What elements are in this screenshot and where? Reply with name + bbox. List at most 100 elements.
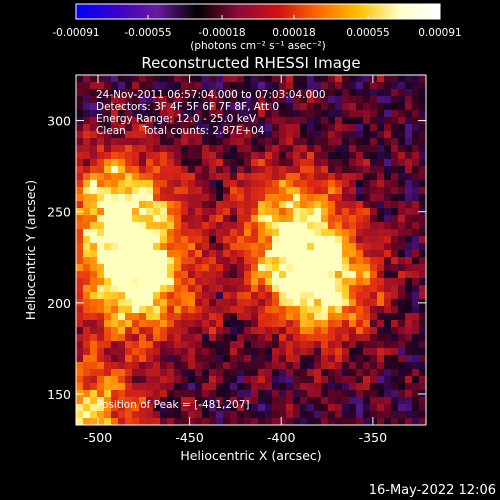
heatmap-cell [132,383,140,391]
heatmap-cell [307,243,315,251]
heatmap-cell [286,341,294,349]
heatmap-cell [251,257,259,265]
heatmap-cell [104,341,112,349]
heatmap-cell [146,103,154,111]
heatmap-cell [216,362,224,370]
heatmap-cell [160,215,168,223]
heatmap-cell [104,404,112,412]
heatmap-cell [139,369,147,377]
heatmap-cell [342,82,350,90]
heatmap-cell [83,411,91,419]
heatmap-cell [293,327,301,335]
heatmap-cell [335,341,343,349]
heatmap-cell [125,159,133,167]
heatmap-cell [237,110,245,118]
heatmap-cell [370,194,378,202]
heatmap-cell [104,201,112,209]
heatmap-cell [391,194,399,202]
heatmap-cell [412,222,420,230]
heatmap-cell [153,194,161,202]
heatmap-cell [384,411,392,419]
heatmap-cell [223,250,231,258]
heatmap-cell [377,348,385,356]
heatmap-cell [132,334,140,342]
info-line-energy: Energy Range: 12.0 - 25.0 keV [96,113,257,125]
heatmap-cell [293,390,301,398]
heatmap-cell [83,222,91,230]
heatmap-cell [181,369,189,377]
heatmap-cell [237,145,245,153]
heatmap-cell [258,334,266,342]
heatmap-cell [419,75,426,83]
heatmap-cell [209,208,217,216]
heatmap-cell [139,145,147,153]
heatmap-cell [307,194,315,202]
heatmap-cell [90,355,98,363]
heatmap-cell [370,173,378,181]
heatmap-cell [167,110,175,118]
heatmap-cell [349,201,357,209]
heatmap-cell [412,110,420,118]
heatmap-cell [76,334,84,342]
heatmap-cell [202,285,210,293]
heatmap-cell [265,341,273,349]
heatmap-cell [153,418,161,425]
heatmap-cell [181,180,189,188]
heatmap-cell [328,285,336,293]
heatmap-cell [160,131,168,139]
heatmap-cell [195,138,203,146]
heatmap-cell [237,264,245,272]
heatmap-cell [349,187,357,195]
heatmap-cell [209,257,217,265]
heatmap-cell [391,124,399,132]
heatmap-cell [237,292,245,300]
heatmap-cell [286,222,294,230]
heatmap-cell [160,264,168,272]
heatmap-cell [342,257,350,265]
heatmap-cell [335,320,343,328]
heatmap-cell [356,96,364,104]
heatmap-cell [174,306,182,314]
heatmap-cell [195,117,203,125]
heatmap-cell [104,397,112,405]
heatmap-cell [195,264,203,272]
heatmap-cell [118,180,126,188]
heatmap-cell [363,418,371,425]
heatmap-cell [307,229,315,237]
heatmap-cell [174,145,182,153]
heatmap-cell [167,292,175,300]
heatmap-cell [146,327,154,335]
heatmap-cell [230,222,238,230]
heatmap-cell [209,82,217,90]
heatmap-cell [265,334,273,342]
heatmap-cell [412,285,420,293]
heatmap-cell [412,96,420,104]
heatmap-cell [314,145,322,153]
heatmap-cell [195,173,203,181]
heatmap-cell [328,341,336,349]
heatmap-cell [83,75,91,83]
heatmap-cell [90,75,98,83]
heatmap-cell [405,369,413,377]
heatmap-cell [384,404,392,412]
heatmap-cell [307,334,315,342]
heatmap-cell [321,180,329,188]
heatmap-cell [314,103,322,111]
heatmap-cell [125,264,133,272]
heatmap-cell [202,292,210,300]
heatmap-cell [321,110,329,118]
heatmap-cell [97,376,105,384]
heatmap-cell [391,180,399,188]
heatmap-cell [97,411,105,419]
heatmap-cell [328,299,336,307]
heatmap-cell [272,222,280,230]
heatmap-cell [391,355,399,363]
heatmap-cell [195,243,203,251]
heatmap-cell [230,362,238,370]
heatmap-cell [174,278,182,286]
heatmap-cell [258,383,266,391]
colorbar [75,3,441,20]
heatmap-cell [188,327,196,335]
heatmap-cell [90,299,98,307]
heatmap-cell [209,222,217,230]
